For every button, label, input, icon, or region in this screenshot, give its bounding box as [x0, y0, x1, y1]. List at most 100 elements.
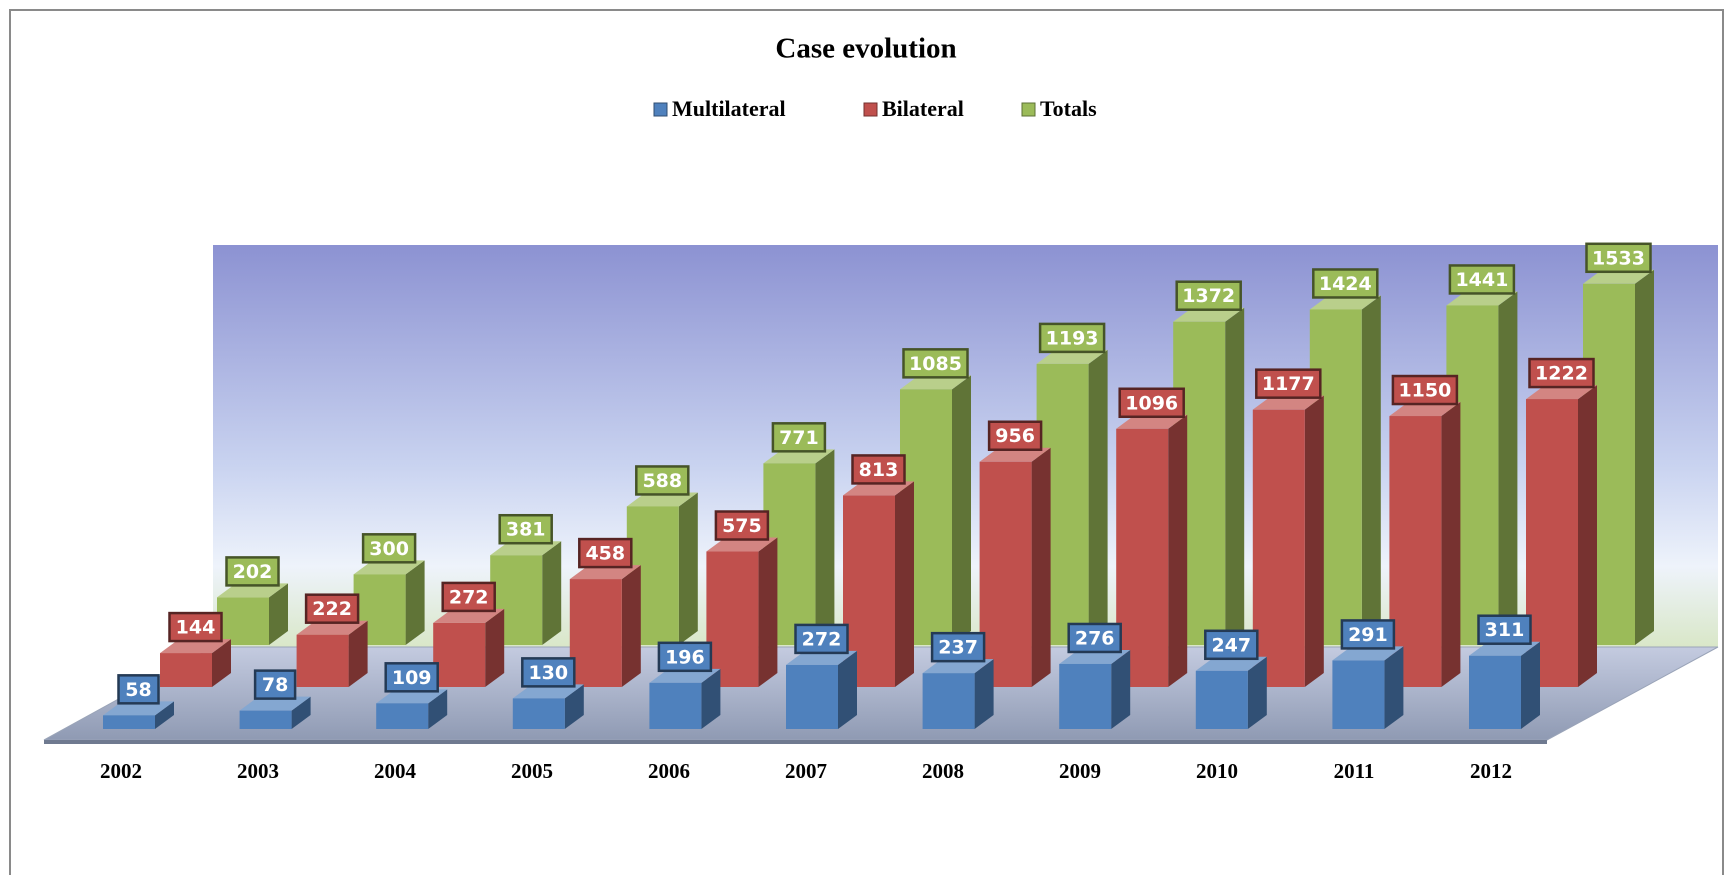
- chart-title: Case evolution: [775, 33, 956, 65]
- bar-side: [291, 696, 311, 729]
- bar-top: [433, 608, 505, 623]
- data-label: 381: [506, 519, 546, 541]
- bar-side: [564, 684, 584, 729]
- bar-top: [649, 668, 721, 683]
- bar-top: [1252, 395, 1324, 410]
- bar: [706, 551, 759, 687]
- data-label-box: [1175, 280, 1242, 311]
- data-label: 956: [995, 425, 1035, 447]
- data-label-box: [361, 533, 417, 564]
- x-tick-label: 2008: [922, 759, 964, 783]
- data-label: 1085: [909, 353, 962, 375]
- data-label: 78: [262, 674, 288, 696]
- bar-top: [160, 639, 231, 654]
- data-label: 272: [449, 586, 489, 608]
- bar-side: [485, 608, 505, 687]
- bar-side: [269, 583, 288, 645]
- bar: [1252, 409, 1305, 687]
- data-label-box: [1340, 619, 1396, 650]
- data-label-box: [930, 631, 986, 663]
- data-label: 58: [125, 679, 151, 701]
- data-label: 202: [233, 561, 273, 583]
- data-label: 1177: [1262, 373, 1315, 395]
- bar-top: [1446, 291, 1518, 306]
- bar-side: [212, 639, 231, 687]
- bar-top: [353, 560, 425, 575]
- bar-side: [758, 537, 778, 687]
- bar: [786, 664, 838, 729]
- bar-side: [1361, 295, 1381, 645]
- data-label-box: [304, 593, 360, 624]
- data-label-box: [578, 537, 633, 569]
- bar-top: [1583, 269, 1654, 284]
- bar: [1332, 660, 1385, 729]
- data-label: 771: [779, 427, 819, 449]
- bar: [376, 703, 429, 729]
- bar-side: [428, 689, 448, 729]
- bar-top: [1389, 402, 1461, 417]
- bar: [160, 653, 212, 687]
- data-label-box: [1067, 622, 1122, 654]
- x-tick-label: 2002: [100, 759, 142, 783]
- data-label-box: [441, 581, 496, 613]
- data-label-box: [253, 669, 297, 700]
- x-tick-label: 2006: [648, 759, 690, 783]
- data-label: 247: [1211, 634, 1251, 656]
- data-label: 237: [938, 637, 978, 659]
- data-label-box: [168, 611, 223, 643]
- bar-side: [1088, 349, 1108, 645]
- bar-top: [103, 701, 174, 716]
- data-label-box: [1255, 368, 1322, 399]
- data-label-box: [902, 348, 969, 379]
- legend-label: Multilateral: [672, 96, 786, 121]
- bar: [569, 579, 622, 687]
- bar-side: [1111, 649, 1131, 729]
- x-tick-label: 2005: [511, 759, 553, 783]
- bar-top: [296, 620, 368, 635]
- data-label-box: [1118, 387, 1185, 419]
- data-label: 1441: [1455, 269, 1508, 291]
- bar-side: [815, 449, 835, 645]
- bar-side: [1031, 447, 1051, 687]
- data-label: 1193: [1046, 327, 1099, 349]
- bar-top: [217, 583, 288, 598]
- bar-top: [1469, 641, 1540, 656]
- bar: [922, 673, 975, 729]
- x-tick-label: 2003: [237, 759, 279, 783]
- x-tick-label: 2012: [1470, 759, 1512, 783]
- data-label: 1424: [1319, 273, 1372, 295]
- data-label: 575: [722, 515, 762, 537]
- data-label: 276: [1075, 627, 1115, 649]
- bar-side: [348, 620, 368, 687]
- data-label: 300: [369, 538, 409, 560]
- bar-side: [542, 541, 562, 645]
- bar-top: [626, 492, 698, 507]
- data-label: 144: [176, 617, 216, 639]
- data-label: 196: [665, 646, 705, 668]
- bar: [1526, 399, 1578, 687]
- bar-side: [838, 650, 857, 729]
- bar-top: [1526, 385, 1597, 400]
- legend-swatch: [1021, 102, 1036, 117]
- bar-side: [1578, 385, 1597, 687]
- bar: [239, 710, 292, 729]
- bar: [1059, 663, 1112, 729]
- data-label-box: [714, 510, 770, 541]
- bar-top: [512, 684, 584, 699]
- bar-top: [490, 541, 562, 556]
- bar-top: [1309, 295, 1381, 310]
- bar-side: [701, 668, 721, 729]
- data-label: 311: [1485, 619, 1525, 641]
- bar-side: [1498, 291, 1518, 645]
- x-tick-label: 2004: [374, 759, 417, 783]
- data-label: 813: [859, 459, 899, 481]
- data-label: 588: [642, 470, 682, 492]
- data-label-box: [1477, 614, 1532, 645]
- bar-side: [974, 659, 994, 729]
- data-label-box: [1448, 264, 1516, 295]
- data-label-box: [987, 420, 1043, 451]
- bar-side: [1635, 269, 1654, 645]
- data-label: 1096: [1125, 392, 1178, 414]
- data-label-box: [635, 465, 690, 496]
